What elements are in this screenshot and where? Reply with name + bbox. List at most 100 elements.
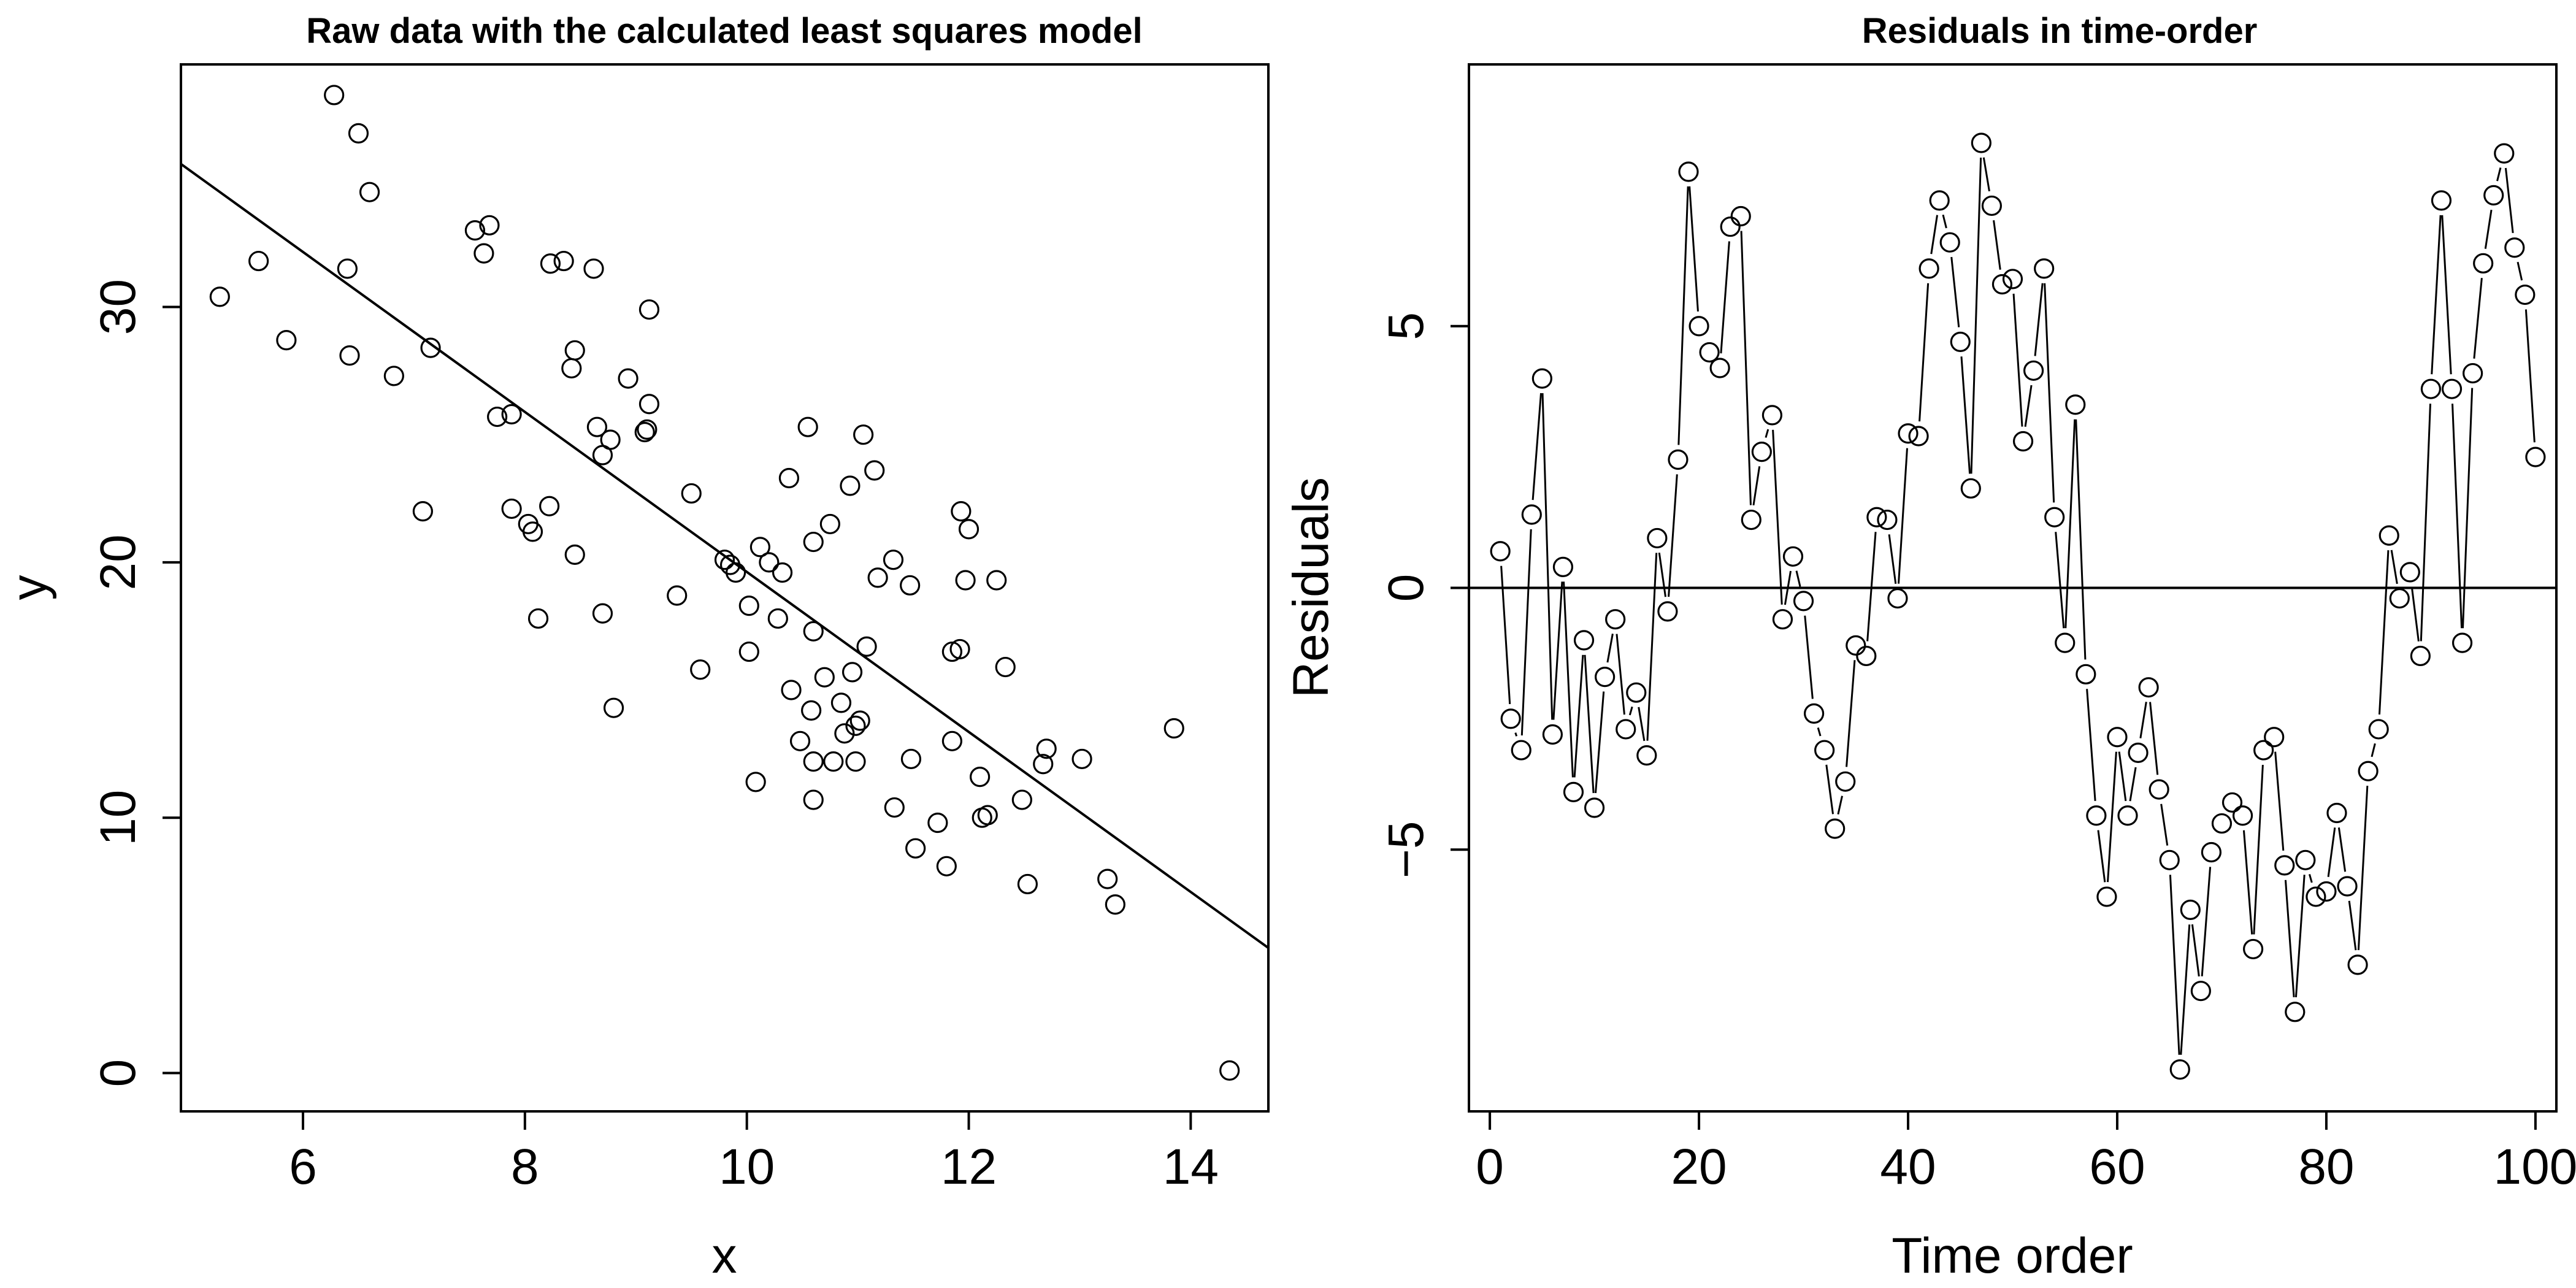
scatter-point [337,258,358,279]
scatter-point [539,496,560,516]
residual-point [1647,527,1668,549]
scatter-point [853,424,874,445]
scatter-point [884,797,905,818]
residual-segment [1942,214,1947,229]
residual-point [1929,190,1950,211]
residual-point [2379,525,2399,546]
scatter-point [970,766,991,788]
residual-point [2420,378,2442,399]
left-y-axis-title: y [1,575,57,600]
residual-segment [2294,875,2306,997]
scatter-point [348,123,369,144]
residual-point [1898,423,1919,444]
residual-point [1511,740,1531,761]
residual-segment [1960,356,1971,474]
residual-segment [1825,764,1834,815]
residual-segment [2107,751,2117,883]
left-panel-scatter: Raw data with the calculated least squar… [1,11,1270,1284]
residual-point [1846,635,1866,656]
scatter-point [949,638,970,660]
residual-point [2399,562,2420,583]
residual-segment [2075,419,2087,660]
residual-point [1689,316,1709,337]
residual-segment [1606,634,1614,663]
residual-point [2347,954,2368,975]
scatter-point [803,751,824,772]
right-axis-ticks: 0 20 40 60 80 100 −5 0 5 [1378,312,2576,1195]
residual-segment [1765,429,1769,438]
residual-point [2002,269,2023,289]
residual-segment [1897,448,1908,584]
scatter-point [638,299,660,320]
scatter-point [1097,868,1118,889]
residual-points [1490,132,2546,1080]
y-tick-label: −5 [1378,821,1434,879]
residual-segment [1520,529,1532,736]
scatter-point [487,406,508,427]
left-chart-title: Raw data with the calculated least squar… [306,11,1142,51]
scatter-point [745,772,766,792]
residual-segment [1541,393,1554,720]
residual-segment [2461,388,2474,629]
scatter-point [781,680,802,700]
residual-point [1730,205,1751,227]
residual-point [2515,284,2536,305]
residual-point [2055,632,2076,653]
x-tick-label: 6 [289,1139,317,1195]
residual-segment [2086,689,2096,801]
residual-point [2243,938,2264,960]
residual-point [2065,394,2086,415]
residual-segment [1668,474,1678,597]
scatter-point [592,603,613,624]
residual-point [1803,703,1825,724]
residual-segment [2484,209,2493,249]
scatter-point [553,250,574,272]
residual-segment [1993,220,2001,270]
scatter-point [759,552,780,573]
residual-point [2034,258,2055,279]
residual-point [1919,258,1939,279]
residual-point [2463,362,2483,384]
residual-segment [1638,707,1646,742]
residual-segment [2191,924,2200,977]
scatter-point [479,215,500,236]
residual-point [1668,449,1689,470]
residual-segment [1531,393,1542,500]
residual-point [1950,331,1971,352]
residual-point [2274,855,2295,876]
scatter-point [767,608,788,629]
residual-segment [2473,278,2483,359]
residual-point [1616,719,1636,740]
residual-point [2326,802,2347,824]
residual-segment [2431,215,2442,375]
scatter-point [941,730,962,751]
scatter-point [583,258,604,279]
residual-segment [2420,404,2431,642]
residual-segment [2504,167,2514,234]
residual-point [2023,360,2044,381]
residual-point [1866,507,1887,527]
scatter-point [667,585,688,606]
residual-point [1908,426,1929,447]
residual-segment [2012,293,2023,427]
residual-point [2117,805,2138,826]
residual-point [2201,841,2222,863]
residual-segment [1616,634,1625,715]
scatter-point [823,751,844,772]
residual-point [1939,232,1960,253]
residual-point [1500,708,1521,729]
left-x-axis-title: x [712,1228,737,1284]
scatter-point [803,789,824,810]
least-squares-line [180,163,1270,949]
residual-segment [2378,550,2390,715]
scatter-point [522,521,543,542]
residual-segment [2337,827,2347,872]
residual-point [2368,719,2389,740]
residual-point [1971,132,1991,153]
scatter-point [900,748,922,770]
scatter-point [927,812,948,834]
scatter-point [803,621,824,642]
scatter-point [501,498,522,519]
scatter-point [1105,894,1125,915]
residual-point [2431,190,2452,211]
